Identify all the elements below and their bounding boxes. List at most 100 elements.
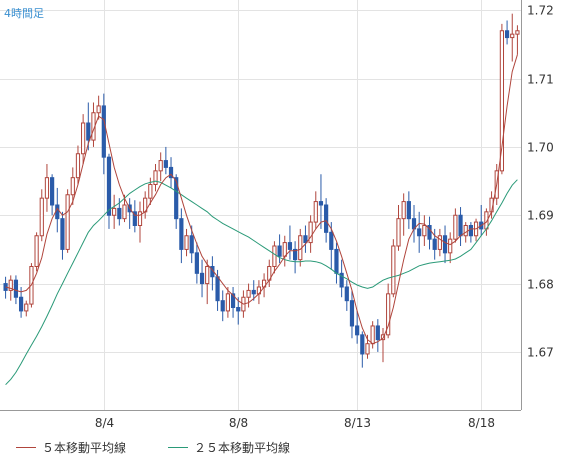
candle-body-down — [334, 248, 339, 274]
candle-body-up — [510, 33, 515, 39]
candle-body-up — [225, 293, 230, 312]
candle-body-up — [463, 225, 468, 237]
candle-body-up — [313, 201, 318, 223]
legend-label-ma25: ２５本移動平均線 — [194, 441, 291, 455]
candle-body-up — [386, 293, 391, 336]
candle-body-up — [65, 194, 70, 250]
candle-body-down — [329, 231, 334, 250]
x-tick-label: 8/13 — [344, 416, 371, 430]
candle-body-down — [50, 177, 55, 206]
candle-body-up — [75, 153, 81, 179]
legend-item-ma5: ５本移動平均線 — [16, 439, 126, 456]
candle-body-down — [417, 228, 422, 237]
candle-body-up — [365, 343, 370, 355]
candle-body-down — [106, 156, 112, 216]
candle-body-down — [174, 177, 179, 220]
legend: ５本移動平均線 ２５本移動平均線 — [0, 435, 574, 459]
plot-area — [0, 0, 521, 410]
candle-body-down — [189, 235, 194, 254]
candle-body-up — [396, 218, 401, 247]
candle-body-down — [132, 211, 137, 226]
candle-body-down — [339, 272, 344, 288]
candle-body-down — [293, 248, 298, 261]
legend-swatch-ma5 — [16, 447, 36, 448]
candle-body-down — [375, 325, 380, 341]
candle-body-down — [168, 166, 174, 179]
candle-body-up — [8, 279, 13, 291]
candlestick-chart: 1.72 1.71 1.70 1.69 1.68 1.67 8/4 8/8 8/13 8/18 — [0, 0, 554, 430]
candle-body-up — [148, 184, 153, 199]
x-tick-label: 8/8 — [229, 416, 248, 430]
candle-body-up — [44, 177, 50, 199]
candle-body-up — [24, 303, 29, 312]
candle-body-down — [344, 286, 349, 302]
candle-body-down — [303, 235, 308, 244]
candle-body-up — [391, 245, 396, 295]
candle-body-down — [355, 325, 360, 336]
candle-body-up — [422, 225, 427, 237]
candle-body-down — [199, 272, 205, 285]
legend-item-ma25: ２５本移動平均線 — [168, 439, 290, 456]
candle-body-down — [442, 235, 448, 254]
candle-body-down — [13, 279, 19, 298]
candle-body-down — [360, 334, 365, 355]
candle-body-up — [184, 235, 189, 250]
candle-body-up — [39, 197, 44, 237]
candle-body-down — [406, 201, 411, 220]
candle-body-down — [236, 307, 241, 312]
y-tick-label: 1.68 — [527, 278, 554, 292]
candle-body-up — [437, 235, 442, 250]
legend-label-ma5: ５本移動平均線 — [42, 441, 127, 455]
candle-body-down — [117, 207, 122, 220]
candle-body-down — [427, 225, 432, 240]
ma5-line — [5, 54, 518, 345]
candle-body-up — [34, 235, 39, 267]
candle-body-up — [370, 325, 375, 345]
candle-body-down — [458, 214, 463, 237]
candle-body-down — [468, 225, 473, 237]
candle-body-up — [448, 238, 453, 254]
candle-body-up — [453, 214, 458, 240]
candle-body-down — [55, 204, 60, 220]
timeframe-label: 4時間足 — [4, 7, 44, 20]
candle-body-down — [179, 218, 184, 250]
candle-body-up — [81, 122, 86, 155]
candle-body-up — [205, 266, 210, 285]
legend-swatch-ma25 — [168, 447, 188, 448]
candle-body-down — [194, 252, 199, 274]
candle-body-up — [122, 204, 127, 220]
candle-body-down — [504, 30, 510, 39]
candle-body-down — [287, 242, 293, 250]
candle-body-down — [349, 300, 355, 327]
y-tick-label: 1.71 — [527, 73, 554, 87]
candle-body-up — [112, 207, 117, 216]
candle-body-down — [251, 289, 256, 295]
candle-body-down — [215, 276, 220, 302]
candle-body-up — [158, 160, 163, 172]
candle-body-down — [60, 218, 65, 250]
candle-body-down — [324, 204, 329, 233]
candle-body-up — [96, 105, 101, 114]
candle-body-down — [220, 300, 225, 312]
candle-body-up — [246, 289, 251, 298]
candle-body-up — [272, 245, 277, 267]
candle-body-down — [318, 201, 324, 206]
y-tick-label: 1.67 — [527, 346, 554, 360]
x-tick-label: 8/4 — [95, 416, 114, 430]
candle-body-up — [153, 170, 158, 185]
ma25-line — [5, 179, 518, 386]
y-tick-label: 1.72 — [527, 4, 554, 18]
candle-body-up — [401, 201, 406, 220]
candle-body-down — [163, 160, 168, 168]
candle-body-down — [101, 105, 106, 158]
y-tick-label: 1.69 — [527, 209, 554, 223]
candle-body-down — [277, 245, 282, 257]
candle-body-up — [282, 242, 287, 257]
x-tick-label: 8/18 — [468, 416, 495, 430]
candle-body-down — [432, 238, 437, 250]
candle-body-up — [499, 30, 505, 172]
candle-body-down — [18, 296, 24, 312]
candle-body-up — [308, 221, 313, 244]
candle-body-up — [70, 177, 75, 196]
